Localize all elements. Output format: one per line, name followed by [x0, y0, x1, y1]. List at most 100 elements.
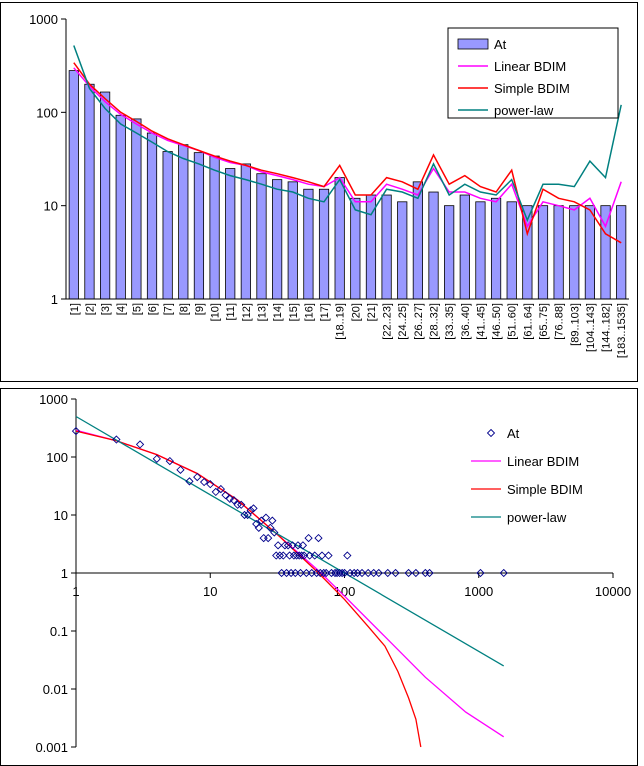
legend-label-at: At	[507, 426, 520, 441]
x-tick-label-14: [14]	[272, 303, 284, 321]
data-point	[165, 456, 174, 466]
data-point	[288, 541, 297, 550]
data-point	[152, 454, 161, 463]
x-tick-label-144-182: [144..182]	[601, 303, 613, 352]
bar-41-45	[475, 201, 486, 300]
series-line-power-law	[73, 45, 622, 223]
x-tick-label: 1000	[464, 584, 493, 599]
data-point	[304, 533, 313, 543]
bar-15	[287, 181, 298, 300]
legend: At Linear BDIM Simple BDIM power-law	[471, 426, 583, 525]
x-tick-label-46-50: [46..50]	[491, 303, 503, 340]
x-tick-label-21: [21]	[366, 303, 378, 321]
data-point	[233, 500, 242, 509]
bar-13	[256, 173, 267, 300]
data-point	[324, 551, 333, 560]
legend-swatch-at	[486, 428, 496, 438]
series-line-simple-bdim	[73, 62, 622, 244]
y-tick-label: 1000	[29, 12, 58, 27]
data-point	[296, 568, 305, 578]
bar-28-32	[428, 191, 439, 300]
bar-chart-panel: 1 10 100 1000 [1] [2] [3] [4] [5] [6] [7] [8] [9] [10…	[0, 2, 638, 382]
x-tick-label-6: [6]	[147, 303, 159, 315]
data-point	[302, 568, 311, 578]
data-point	[246, 506, 255, 515]
x-tick-label: 10	[203, 584, 217, 599]
legend-swatch-at	[457, 38, 489, 50]
data-point	[185, 477, 194, 486]
y-tick-label: 100	[36, 105, 58, 120]
y-tick-label: 10	[54, 508, 68, 523]
x-tick-label-104-143: [104..143]	[585, 303, 597, 352]
data-point	[391, 568, 400, 578]
bar-6	[146, 132, 158, 300]
bar-17	[318, 188, 330, 300]
data-point	[322, 568, 331, 578]
data-point	[112, 435, 121, 444]
data-point	[273, 541, 283, 550]
data-point	[176, 465, 185, 475]
legend-label-at: At	[494, 37, 507, 52]
x-tick-label-15: [15]	[288, 303, 300, 321]
y-tick-label: 10	[44, 199, 58, 214]
bar-chart: 1 10 100 1000 [1] [2] [3] [4] [5] [6] [7] [8] [9] [10…	[29, 12, 629, 358]
bar-7	[162, 151, 173, 300]
x-tick-label-41-45: [41..45]	[475, 303, 487, 340]
data-point	[225, 494, 235, 503]
x-tick-label-7: [7]	[163, 303, 175, 315]
data-point	[266, 523, 275, 533]
data-point	[206, 480, 215, 489]
x-tick-label-51-60: [51..60]	[507, 303, 519, 340]
data-point	[404, 568, 413, 578]
data-point	[310, 551, 319, 560]
legend-box	[447, 27, 619, 119]
x-tick-label-28-32: [28..32]	[429, 303, 441, 340]
bar-11	[225, 168, 236, 300]
data-point	[297, 551, 306, 560]
data-point	[316, 568, 325, 578]
series-line-simple-bdim	[75, 430, 422, 748]
data-point	[259, 533, 268, 543]
x-tick-label: 1	[72, 584, 79, 599]
bar-8	[178, 144, 189, 300]
data-point	[229, 496, 239, 505]
data-point	[374, 568, 383, 578]
bar-3	[100, 91, 111, 300]
x-tick-label-11: [11]	[225, 303, 237, 321]
data-point	[298, 541, 308, 550]
bar-1	[68, 70, 79, 300]
data-point	[275, 551, 284, 560]
data-point	[350, 568, 359, 578]
y-tick-label: 100	[46, 450, 68, 465]
series-line-power-law	[75, 415, 505, 667]
bar-9	[193, 152, 205, 300]
data-point	[317, 551, 327, 560]
x-tick-label-13: [13]	[256, 303, 268, 321]
scatter-chart: 1000 100 10 1 0.1 0.01 0.001 1 10 100 1000 10000 At L…	[35, 392, 631, 755]
data-point	[312, 568, 321, 578]
bar-20	[350, 197, 361, 300]
y-tick-label: 0.01	[43, 682, 68, 697]
bar-76-88	[553, 205, 564, 300]
x-tick-label-5: [5]	[131, 303, 143, 315]
series-line-linear-bdim	[73, 67, 622, 229]
data-point	[364, 568, 373, 578]
scatter-chart-panel: 1000 100 10 1 0.1 0.01 0.001 1 10 100 1000 10000 At L…	[0, 388, 638, 766]
x-tick-label-24-25: [24..25]	[397, 303, 409, 340]
data-point	[216, 484, 226, 494]
x-tick-label-9: [9]	[194, 303, 206, 315]
data-point	[264, 533, 273, 543]
data-point	[193, 472, 202, 482]
x-tick-label-20: [20]	[350, 303, 362, 321]
legend: At Linear BDIM Simple BDIM power-law	[447, 27, 619, 119]
x-tick-label-76-88: [76..88]	[554, 303, 566, 340]
x-tick-label-26-27: [26..27]	[413, 303, 425, 340]
x-tick-label-17: [17]	[319, 303, 331, 321]
bar-36-40	[459, 194, 470, 300]
data-point	[327, 568, 336, 578]
x-tick-label-3: [3]	[100, 303, 112, 315]
x-tick-label-8: [8]	[178, 303, 190, 315]
x-tick-label-33-35: [33..35]	[444, 303, 456, 340]
x-tick-label-22-23: [22..23]	[382, 303, 394, 340]
x-tick-label-4: [4]	[116, 303, 128, 315]
